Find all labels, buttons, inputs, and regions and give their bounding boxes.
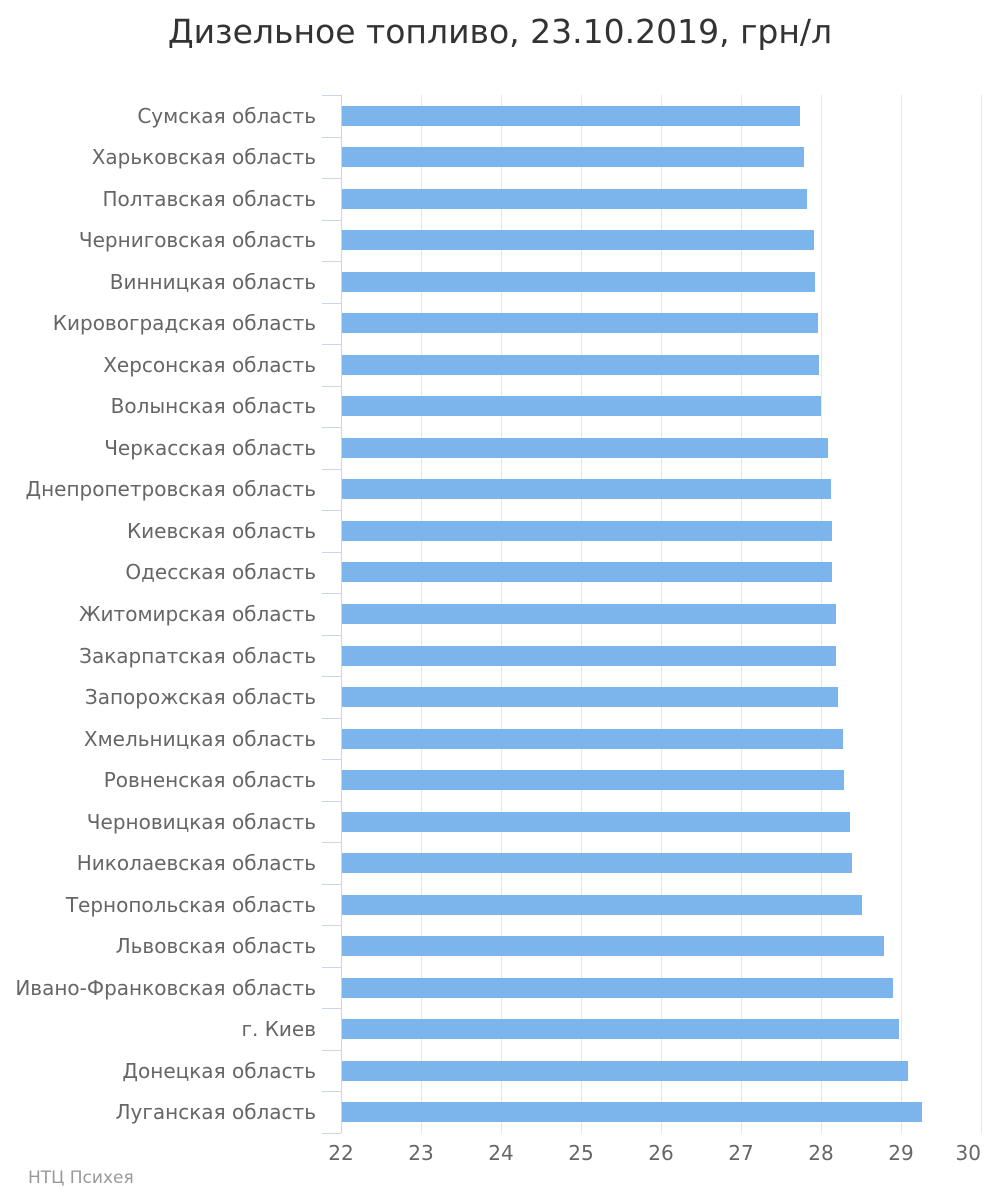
bar[interactable] (342, 687, 838, 708)
bar[interactable] (342, 354, 819, 375)
y-axis-label: Черниговская область (78, 228, 316, 253)
y-axis-label: Харьковская область (91, 145, 316, 170)
y-axis-label: Львовская область (115, 934, 316, 959)
y-axis-tick (322, 966, 341, 968)
y-axis-label: Житомирская область (79, 601, 316, 626)
y-axis-line (341, 95, 342, 1133)
bar[interactable] (342, 977, 893, 998)
y-axis-tick (322, 136, 341, 138)
bar[interactable] (342, 1060, 909, 1081)
y-axis-tick (322, 717, 341, 719)
footer-credit: НТЦ Психея (28, 1168, 134, 1188)
bar[interactable] (342, 1019, 900, 1040)
y-axis-label: Киевская область (126, 518, 316, 543)
chart-title: Дизельное топливо, 23.10.2019, грн/л (167, 12, 833, 51)
gridline (900, 95, 902, 1133)
plot-area (341, 95, 982, 1133)
y-axis-label: Запорожская область (84, 685, 316, 710)
bar[interactable] (342, 105, 801, 126)
y-axis-label: Ровненская область (103, 768, 316, 793)
y-axis-tick (322, 302, 341, 304)
x-axis-label: 30 (955, 1141, 981, 1165)
y-axis-tick (322, 676, 341, 678)
x-axis-label: 29 (888, 1141, 914, 1165)
y-axis-label: Черкасская область (104, 435, 316, 460)
bar[interactable] (342, 396, 821, 417)
y-axis-tick (322, 634, 341, 636)
bar[interactable] (342, 728, 843, 749)
y-axis-label: Одесская область (125, 560, 316, 585)
bar[interactable] (342, 1102, 922, 1123)
gridline (980, 95, 982, 1133)
y-axis-label: Волынская область (110, 394, 316, 419)
bar[interactable] (342, 479, 831, 500)
y-axis-label: Николаевская область (76, 851, 316, 876)
x-axis-label: 25 (568, 1141, 594, 1165)
bar[interactable] (342, 604, 837, 624)
bar[interactable] (342, 437, 829, 458)
y-axis-label: Днепропетровская область (25, 477, 316, 502)
y-axis-label: Донецкая область (122, 1058, 316, 1083)
y-axis-label: Полтавская область (102, 186, 316, 211)
y-axis-tick (322, 261, 341, 263)
y-axis-label: Винницкая область (109, 269, 316, 294)
y-axis-tick (322, 95, 341, 96)
y-axis-label: Кировоградская область (52, 311, 316, 336)
y-axis-tick (322, 385, 341, 387)
y-axis-tick (322, 842, 341, 844)
x-axis-label: 23 (408, 1141, 434, 1165)
x-axis-label: 24 (488, 1141, 514, 1165)
bar[interactable] (342, 230, 814, 251)
x-axis-label: 28 (808, 1141, 834, 1165)
y-axis-label: Черновицкая область (86, 809, 316, 834)
bar[interactable] (342, 894, 862, 915)
y-axis-label: Закарпатская область (79, 643, 316, 668)
bar[interactable] (342, 936, 885, 957)
y-axis-tick (322, 925, 341, 927)
bar[interactable] (342, 313, 818, 334)
bar[interactable] (342, 562, 833, 583)
y-axis-tick (322, 1091, 341, 1093)
y-axis-label: г. Киев (241, 1017, 316, 1042)
y-axis-tick (322, 1008, 341, 1010)
y-axis-tick (322, 510, 341, 512)
y-axis-tick (322, 593, 341, 595)
y-axis-tick (322, 1049, 341, 1051)
bar[interactable] (342, 811, 850, 832)
bar[interactable] (342, 645, 837, 666)
y-axis-tick (322, 883, 341, 885)
x-axis-label: 22 (328, 1141, 354, 1165)
y-axis-label: Херсонская область (103, 352, 316, 377)
y-axis-label: Хмельницкая область (83, 726, 316, 751)
y-axis-tick (322, 759, 341, 761)
x-axis-label: 27 (728, 1141, 754, 1165)
y-axis-tick (322, 178, 341, 180)
y-axis-tick (322, 468, 341, 470)
y-axis-tick (322, 1133, 341, 1134)
bar[interactable] (342, 770, 845, 791)
bar[interactable] (342, 520, 833, 541)
x-axis-label: 26 (648, 1141, 674, 1165)
y-axis-tick (322, 551, 341, 553)
y-axis-tick (322, 427, 341, 429)
y-axis-label: Ивано-Франковская область (15, 975, 316, 1000)
y-axis-label: Луганская область (115, 1100, 316, 1125)
bar[interactable] (342, 271, 815, 292)
bar[interactable] (342, 853, 853, 874)
y-axis-label: Сумская область (137, 103, 316, 128)
y-axis-tick (322, 344, 341, 346)
y-axis-tick (322, 219, 341, 221)
y-axis-label: Тернопольская область (65, 892, 316, 917)
y-axis-tick (322, 800, 341, 802)
bar[interactable] (342, 188, 807, 209)
bar[interactable] (342, 147, 805, 168)
